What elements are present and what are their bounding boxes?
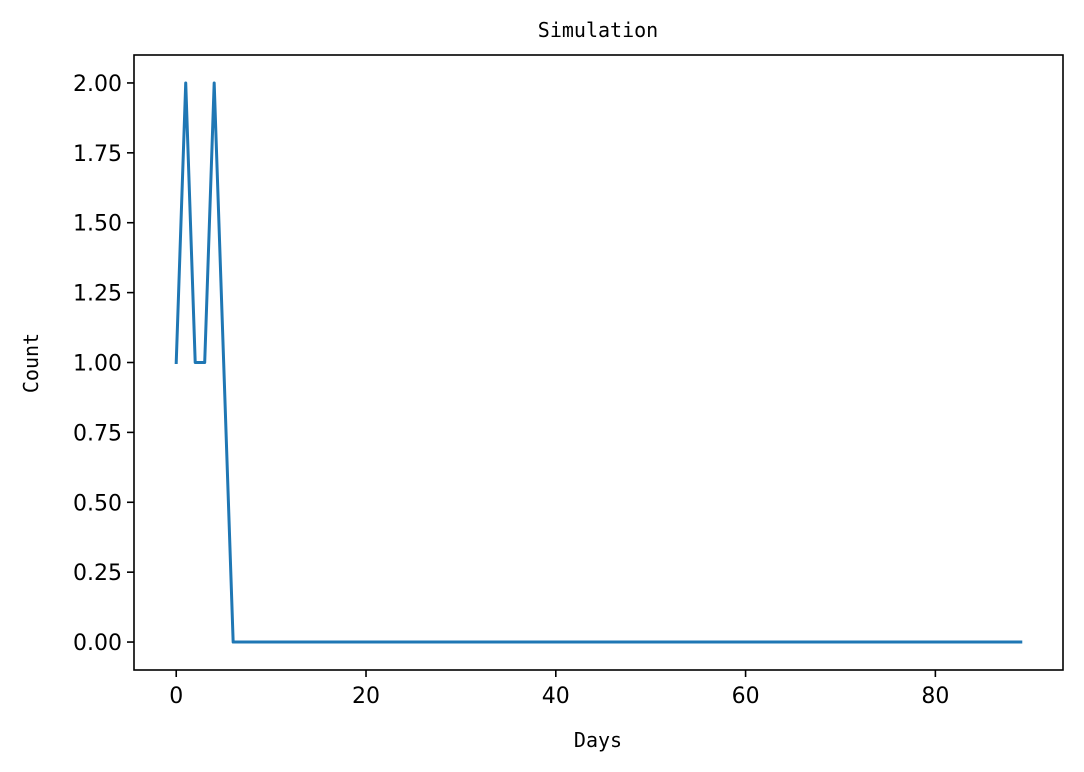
series-line (174, 81, 1023, 644)
y-tick-label: 2.00 (73, 72, 122, 97)
y-tick-label: 0.50 (73, 491, 122, 516)
x-tick-label: 40 (542, 684, 570, 709)
y-tick-label: 1.25 (73, 282, 122, 307)
y-tick-label: 1.50 (73, 212, 122, 237)
y-tick-label: 0.75 (73, 421, 122, 446)
series-layer (174, 81, 1023, 644)
y-axis-ticks: 0.00 0.25 0.50 0.75 1.00 1.25 1.50 1.75 2.00 (73, 72, 134, 656)
x-tick-label: 80 (921, 684, 949, 709)
x-tick-label: 20 (352, 684, 380, 709)
y-tick-label: 0.00 (73, 631, 122, 656)
plot-frame (133, 54, 1064, 671)
chart-title: Simulation (538, 18, 658, 42)
y-tick-label: 1.75 (73, 142, 122, 167)
y-axis-label: Count (19, 333, 43, 393)
y-tick-label: 0.25 (73, 561, 122, 586)
x-tick-label: 0 (169, 684, 183, 709)
plot-area (134, 55, 1063, 670)
x-axis-label: Days (574, 728, 622, 752)
x-tick-label: 60 (732, 684, 760, 709)
y-tick-label: 1.00 (73, 352, 122, 377)
x-axis-ticks: 0 20 40 60 80 (169, 670, 949, 709)
